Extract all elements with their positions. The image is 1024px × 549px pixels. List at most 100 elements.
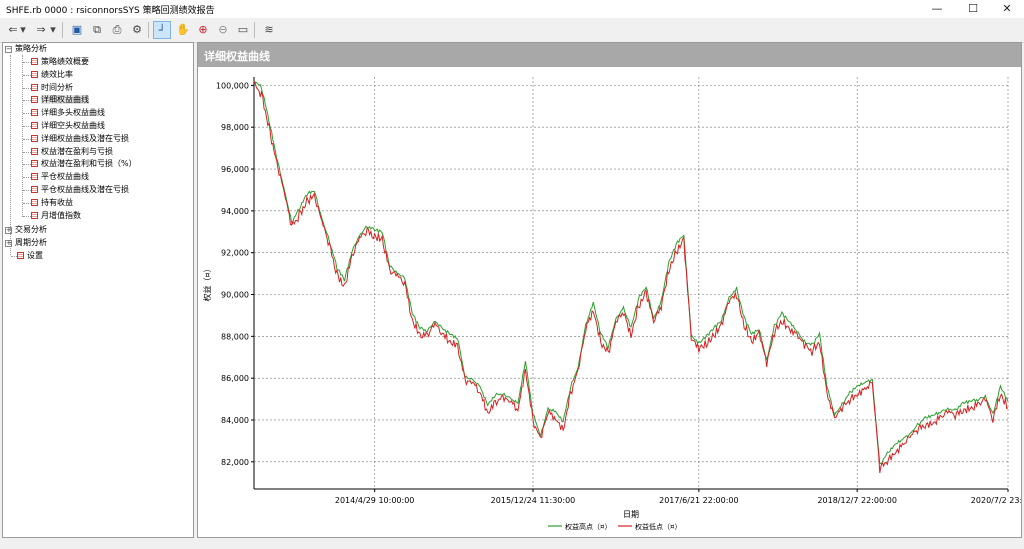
forward-icon[interactable]: ⇒ xyxy=(36,23,46,36)
tree-node-label: 平仓权益曲线 xyxy=(41,172,89,182)
tree-guide xyxy=(23,100,31,102)
toolbar-separator xyxy=(62,22,63,38)
crosshair-icon[interactable]: ┘ xyxy=(153,21,171,39)
toolbar-separator xyxy=(148,22,149,38)
tree-guide xyxy=(23,62,31,63)
zoom-fit-icon[interactable]: ▭ xyxy=(237,23,249,36)
collapse-icon[interactable]: − xyxy=(5,45,12,53)
report-icon xyxy=(31,122,38,129)
tree-node-strategy-item[interactable]: 月增值指数 xyxy=(31,210,81,222)
series-line-low xyxy=(253,80,1009,474)
report-icon xyxy=(31,198,38,206)
tree-node-strategy-item[interactable]: 详细空头权益曲线 xyxy=(31,120,105,132)
tree-node-settings[interactable]: 设置 xyxy=(17,250,43,262)
tree-node-label: 详细空头权益曲线 xyxy=(41,121,105,130)
tree-node-label: 详细多头权益曲线 xyxy=(41,108,105,118)
tree-node-strategy-item[interactable]: 绩效比率 xyxy=(31,69,73,81)
tree-node-label: 平仓权益曲线及潜在亏损 xyxy=(41,185,129,194)
y-tick-label: 98,000 xyxy=(221,123,249,132)
tree-node-strategy-analysis[interactable]: − 策略分析 xyxy=(5,44,47,53)
tree-guide xyxy=(23,177,31,179)
zoom-in-icon[interactable]: ⊕ xyxy=(198,23,208,36)
y-tick-label: 90,000 xyxy=(221,291,249,300)
save-icon[interactable]: ▣ xyxy=(71,23,83,36)
tree-node-strategy-item[interactable]: 详细多头权益曲线 xyxy=(31,107,105,119)
tree-node-label: 持有收益 xyxy=(41,197,73,207)
tree-node-period-analysis[interactable]: + 周期分析 xyxy=(5,238,47,247)
report-icon xyxy=(31,134,38,142)
expand-icon[interactable]: + xyxy=(5,239,12,247)
zoom-out-icon[interactable]: ⊖ xyxy=(218,23,228,36)
report-icon xyxy=(31,109,38,117)
window-title: SHFE.rb 0000 : rsiconnorsSYS 策略回测绩效报告 xyxy=(6,6,215,16)
copy-icon[interactable]: ⧉ xyxy=(93,23,101,36)
report-icon xyxy=(31,147,38,155)
tree-node-label: 月增值指数 xyxy=(41,210,81,220)
report-icon xyxy=(17,252,24,259)
report-icon xyxy=(31,70,38,78)
tree-node-strategy-item[interactable]: 详细权益曲线及潜在亏损 xyxy=(31,133,129,145)
x-tick-label: 2020/7/2 23:00:00 xyxy=(971,496,1021,505)
report-icon xyxy=(31,211,38,219)
tree-guide xyxy=(23,126,31,127)
tree-guide xyxy=(23,138,31,140)
y-tick-label: 82,000 xyxy=(221,458,249,467)
report-icon xyxy=(31,58,38,65)
tree-guide xyxy=(23,87,31,89)
tree-node-label: 权益潜在盈利与亏损 xyxy=(41,146,113,156)
equity-chart[interactable]: 100,000 98,000 96,000 94,000 92,000 90,000 88,… xyxy=(198,69,1021,537)
title-bar: SHFE.rb 0000 : rsiconnorsSYS 策略回测绩效报告 — … xyxy=(0,0,1024,18)
tree-node-strategy-item[interactable]: 详细权益曲线 xyxy=(31,94,89,106)
y-tick-label: 94,000 xyxy=(221,207,249,216)
x-tick-label: 2018/12/7 22:00:00 xyxy=(817,496,897,505)
y-tick-label: 96,000 xyxy=(221,165,249,174)
tree-guide xyxy=(22,55,23,217)
back-dropdown-icon[interactable]: ▾ xyxy=(20,23,26,36)
expand-icon[interactable]: + xyxy=(5,226,12,234)
print-icon[interactable]: ⎙ xyxy=(112,23,122,36)
tree-node-strategy-item[interactable]: 时间分析 xyxy=(31,82,73,94)
tree-guide xyxy=(23,74,31,76)
tree-node-label: 时间分析 xyxy=(41,82,73,92)
tree-guide xyxy=(23,215,31,217)
chart-style-icon[interactable]: ≋ xyxy=(264,23,274,36)
tree-node-strategy-item[interactable]: 策略绩效概要 xyxy=(31,56,89,68)
tree-guide xyxy=(10,55,11,255)
y-tick-label: 92,000 xyxy=(221,249,249,258)
forward-dropdown-icon[interactable]: ▾ xyxy=(50,23,56,36)
tree-node-strategy-item[interactable]: 权益潜在盈利与亏损 xyxy=(31,146,113,158)
settings-icon[interactable]: ⚙ xyxy=(132,23,142,36)
tree-node-label: 详细权益曲线 xyxy=(41,95,89,105)
report-icon xyxy=(31,160,38,168)
legend-label: 权益低点（¤） xyxy=(635,522,681,531)
tree-node-strategy-item[interactable]: 持有收益 xyxy=(31,197,73,209)
tree-node-strategy-item[interactable]: 权益潜在盈利和亏损（%） xyxy=(31,158,137,170)
x-tick-label: 2014/4/29 10:00:00 xyxy=(335,496,415,505)
y-tick-label: 86,000 xyxy=(221,374,249,383)
tree-node-strategy-item[interactable]: 平仓权益曲线 xyxy=(31,171,89,183)
back-icon[interactable]: ⇐ xyxy=(8,23,18,36)
tree-guide xyxy=(11,256,19,257)
y-axis-label: 权益（¤） xyxy=(202,264,212,301)
close-button[interactable]: ✕ xyxy=(1002,2,1012,15)
navigation-tree: − 策略分析 策略绩效概要 绩效比率时间分析详细权益曲线详细多头权益曲线 详细空头权益… xyxy=(2,42,194,538)
tree-node-trade-analysis[interactable]: + 交易分析 xyxy=(5,225,47,234)
tree-node-label: 绩效比率 xyxy=(41,69,73,79)
toolbar-separator xyxy=(254,22,255,38)
tree-guide xyxy=(23,164,31,166)
pan-hand-icon[interactable]: ✋ xyxy=(176,23,190,36)
maximize-button[interactable]: ☐ xyxy=(968,2,978,15)
tree-node-label: 权益潜在盈利和亏损（%） xyxy=(41,159,137,169)
tree-node-strategy-item[interactable]: 平仓权益曲线及潜在亏损 xyxy=(31,184,129,196)
y-tick-label: 84,000 xyxy=(221,416,249,425)
tree-guide xyxy=(23,151,31,153)
status-bar xyxy=(0,538,1024,549)
minimize-button[interactable]: — xyxy=(931,2,943,15)
y-tick-label: 88,000 xyxy=(221,332,249,341)
report-icon xyxy=(31,173,38,181)
x-tick-label: 2015/12/24 11:30:00 xyxy=(491,496,576,505)
chart-panel: 详细权益曲线 100,000 98,000 96,000 94,000 92,000 90… xyxy=(197,42,1022,538)
report-icon xyxy=(31,96,38,104)
report-icon xyxy=(31,186,38,193)
x-axis-label: 日期 xyxy=(623,510,639,519)
